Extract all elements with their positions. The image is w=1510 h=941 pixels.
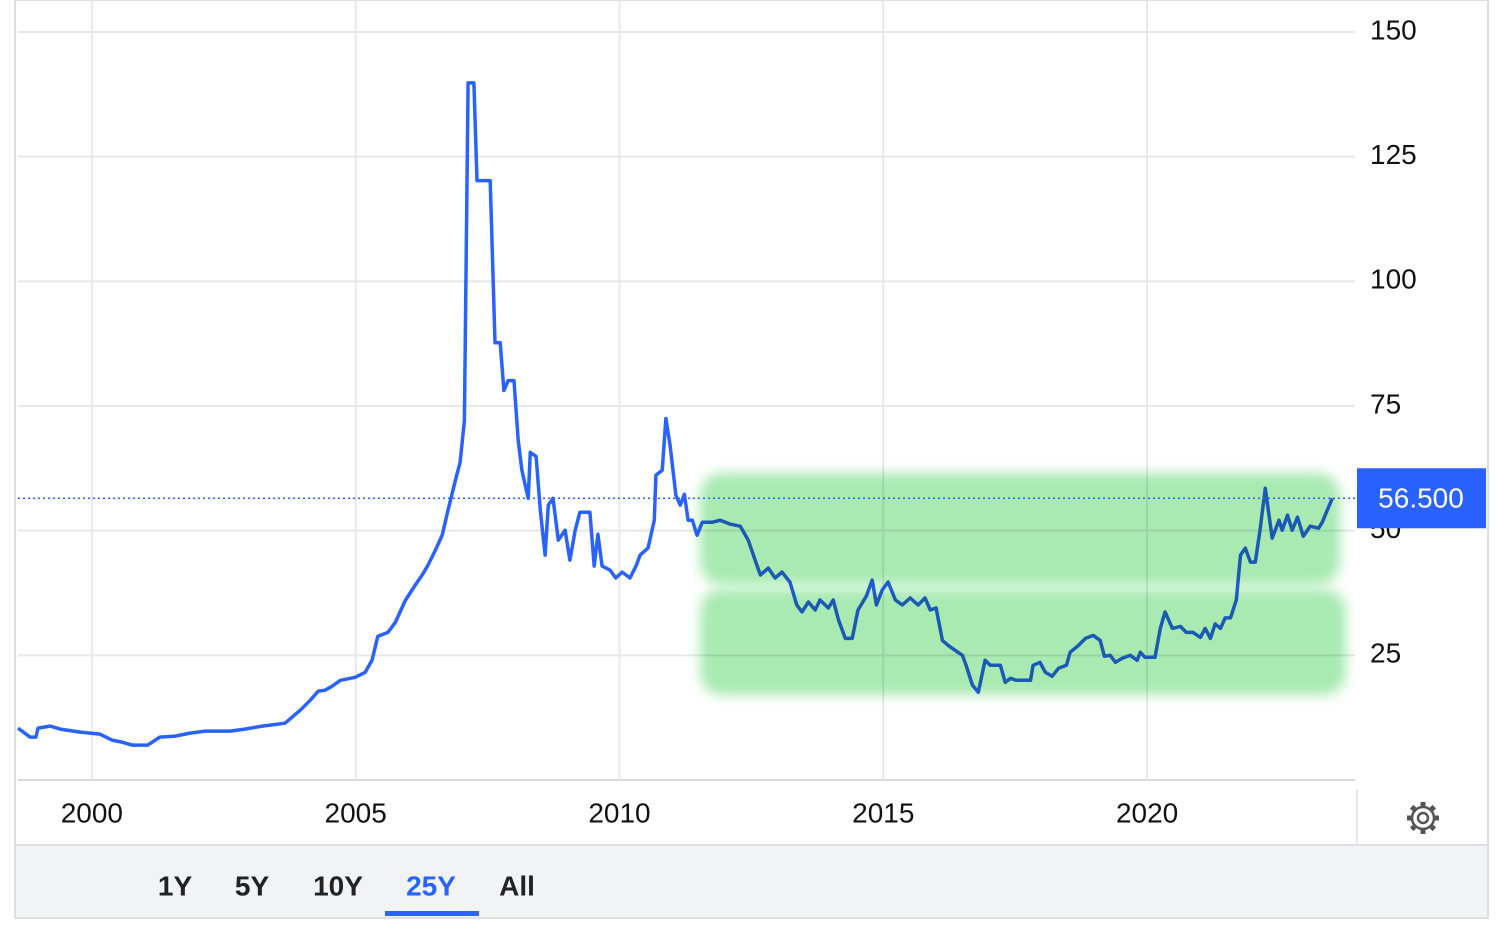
range-button[interactable]: 10Y [313,870,363,901]
current-price-label: 56.500 [1378,483,1464,514]
overlay: 56.500 1Y 5Y 10Y 25Y All [18,468,1486,916]
range-button[interactable]: All [499,870,535,901]
x-tick-label: 2005 [325,797,387,828]
highlight-zones [700,473,1346,695]
gear-hub [1416,811,1430,825]
range-bar [16,845,1487,917]
y-tick-label: 75 [1370,388,1401,419]
active-underline [385,911,479,916]
range-button[interactable]: 25Y [406,870,456,901]
y-tick-label: 25 [1370,638,1401,669]
current-price-badge [1357,468,1486,529]
y-tick-label: 150 [1370,14,1417,45]
highlight-zone [700,589,1346,695]
frame [14,0,1489,919]
range-button[interactable]: 1Y [158,870,193,901]
settings-icon[interactable] [1407,802,1439,834]
y-tick-label: 125 [1370,139,1417,170]
x-tick-label: 2015 [852,797,914,828]
y-tick-label: 100 [1370,264,1417,295]
x-tick-label: 2020 [1116,797,1178,828]
range-button[interactable]: 5Y [235,870,270,901]
gear-teeth [1407,802,1439,834]
x-tick-label: 2000 [61,797,123,828]
highlight-zone [700,473,1340,585]
gear-ring [1410,805,1436,831]
x-tick-label: 2010 [588,797,650,828]
